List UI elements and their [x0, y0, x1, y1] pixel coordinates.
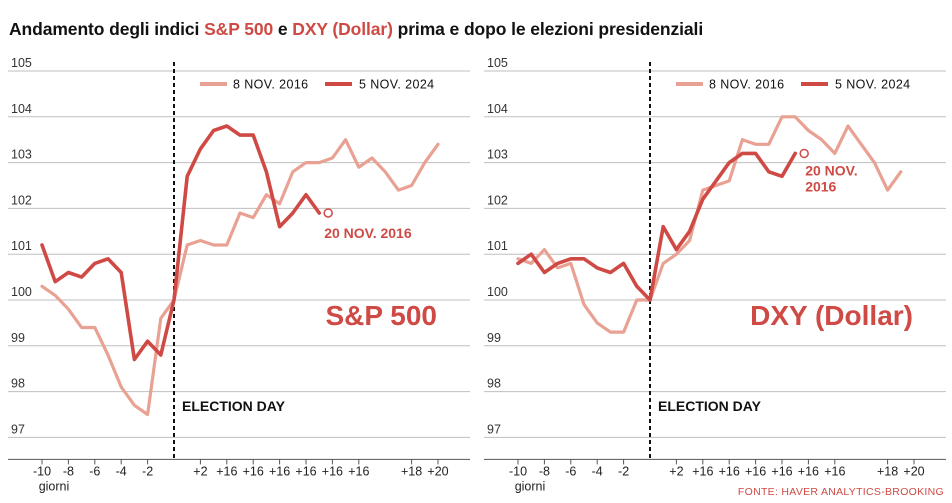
x-tick-label: +20 [903, 464, 924, 478]
x-tick-label: -2 [142, 464, 153, 478]
legend-label-2016: 8 NOV. 2016 [709, 78, 785, 92]
title-conj: e [273, 19, 293, 39]
chart-title: Andamento degli indici S&P 500 e DXY (Do… [9, 19, 703, 40]
series-line-2016 [40, 138, 440, 417]
y-tick-label: 105 [487, 56, 508, 70]
title-sp-label: S&P 500 [204, 19, 274, 39]
annotation-marker [799, 148, 809, 159]
x-tick-label: -4 [116, 464, 127, 478]
y-tick-label: 97 [11, 422, 25, 436]
x-tick-label: -10 [509, 464, 527, 478]
annotation-label-line2: 2016 [805, 178, 836, 194]
x-axis-label: giorni [39, 479, 70, 493]
x-axis-label: giorni [515, 479, 546, 493]
election-day-label: ELECTION DAY [182, 398, 286, 414]
legend-label-2024: 5 NOV. 2024 [835, 78, 911, 92]
x-tick-label: +16 [322, 464, 343, 478]
election-day-label: ELECTION DAY [658, 398, 762, 414]
x-tick-label: +16 [798, 464, 819, 478]
y-tick-label: 103 [11, 148, 32, 162]
x-tick-label: +18 [401, 464, 422, 478]
y-tick-label: 101 [487, 239, 508, 253]
y-tick-label: 98 [487, 377, 501, 391]
x-tick-label: +16 [348, 464, 369, 478]
y-tick-label: 102 [11, 193, 32, 207]
y-tick-label: 105 [11, 56, 32, 70]
title-dxy-label: DXY (Dollar) [292, 19, 393, 39]
y-tick-label: 100 [11, 285, 32, 299]
x-tick-label: +16 [216, 464, 237, 478]
y-tick-label: 98 [11, 377, 25, 391]
x-tick-label: +16 [745, 464, 766, 478]
dxy-panel-title: DXY (Dollar) [750, 300, 913, 331]
x-tick-label: -8 [63, 464, 74, 478]
x-tick-label: +16 [243, 464, 264, 478]
sp-panel-title: S&P 500 [325, 300, 437, 331]
series-line-2024 [40, 124, 322, 362]
x-tick-label: -2 [618, 464, 629, 478]
y-tick-label: 97 [487, 422, 501, 436]
title-prefix: Andamento degli indici [9, 19, 205, 39]
y-tick-label: 103 [487, 148, 508, 162]
x-tick-label: -6 [89, 464, 100, 478]
x-tick-label: +20 [427, 464, 448, 478]
annotation-label: 20 NOV. [805, 162, 857, 178]
y-tick-label: 100 [487, 285, 508, 299]
x-tick-label: -8 [539, 464, 550, 478]
annotation-marker [323, 208, 333, 218]
y-tick-label: 102 [487, 193, 508, 207]
x-tick-label: -10 [33, 464, 51, 478]
sp500-chart: 105 104 103 102 101 100 99 98 97 -10 -8 -6 -4 -2 +2 +16… [8, 56, 470, 493]
y-tick-label: 101 [11, 239, 32, 253]
x-tick-label: +16 [295, 464, 316, 478]
legend-label-2016: 8 NOV. 2016 [233, 78, 309, 92]
y-tick-label: 99 [487, 331, 501, 345]
series-line-2024 [516, 151, 798, 302]
x-tick-label: +16 [719, 464, 740, 478]
x-tick-label: +2 [193, 464, 207, 478]
x-tick-label: -4 [592, 464, 603, 478]
x-tick-label: +16 [692, 464, 713, 478]
x-tick-label: +16 [771, 464, 792, 478]
y-tick-label: 99 [11, 331, 25, 345]
x-tick-label: -6 [565, 464, 576, 478]
source-note: FONTE: HAVER ANALYTICS-BROOKING [737, 486, 944, 498]
annotation-label: 20 NOV. 2016 [324, 225, 412, 241]
dxy-chart: 105 104 103 102 101 100 99 98 97 -10 -8 -6 -4 -2 +2 +16… [484, 56, 946, 493]
x-tick-label: +16 [269, 464, 290, 478]
x-tick-label: +16 [824, 464, 845, 478]
title-suffix: prima e dopo le elezioni presidenziali [392, 19, 704, 39]
x-tick-label: +2 [669, 464, 683, 478]
y-tick-label: 104 [487, 102, 508, 116]
y-tick-label: 104 [11, 102, 32, 116]
legend-label-2024: 5 NOV. 2024 [359, 78, 435, 92]
x-tick-label: +18 [877, 464, 898, 478]
